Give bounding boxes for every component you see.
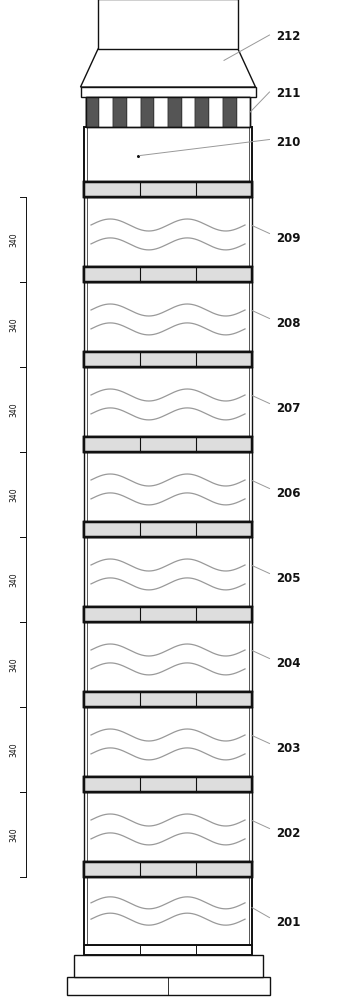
Bar — [84, 353, 140, 366]
Bar — [66, 977, 270, 995]
Text: 210: 210 — [276, 136, 301, 149]
Bar — [113, 97, 127, 127]
Bar — [84, 693, 140, 706]
Text: 209: 209 — [276, 232, 301, 245]
Bar — [74, 955, 262, 977]
Text: 340: 340 — [9, 572, 18, 587]
Text: 340: 340 — [9, 402, 18, 417]
Bar — [84, 282, 252, 352]
Bar — [84, 945, 252, 955]
Bar — [86, 97, 250, 127]
Bar — [140, 863, 196, 876]
Bar — [237, 97, 250, 127]
Text: 340: 340 — [9, 317, 18, 332]
Bar — [84, 778, 140, 791]
Bar — [84, 877, 252, 945]
Bar — [84, 452, 252, 522]
Text: 340: 340 — [9, 657, 18, 672]
Bar — [84, 792, 252, 862]
Bar — [84, 862, 252, 877]
Bar — [196, 268, 252, 281]
Bar — [140, 608, 196, 621]
Text: 340: 340 — [9, 742, 18, 757]
Text: 208: 208 — [276, 317, 301, 330]
Bar — [84, 692, 252, 707]
Bar — [84, 367, 252, 437]
Bar — [223, 97, 237, 127]
Bar — [140, 183, 196, 196]
Bar — [84, 537, 252, 607]
Bar — [84, 268, 140, 281]
Bar — [84, 607, 252, 622]
Bar — [80, 87, 256, 97]
Bar — [84, 608, 140, 621]
Bar — [84, 522, 252, 537]
Bar — [196, 693, 252, 706]
Text: 204: 204 — [276, 657, 301, 670]
Text: 207: 207 — [276, 402, 301, 415]
Bar — [140, 268, 196, 281]
Bar — [196, 523, 252, 536]
Text: 340: 340 — [9, 827, 18, 842]
Text: 201: 201 — [276, 916, 301, 929]
Bar — [168, 97, 182, 127]
Bar — [84, 707, 252, 777]
Text: 212: 212 — [276, 30, 301, 43]
Bar — [84, 438, 140, 451]
Bar — [196, 778, 252, 791]
Bar — [154, 97, 168, 127]
Polygon shape — [80, 49, 256, 87]
Bar — [196, 353, 252, 366]
Bar — [141, 97, 154, 127]
Text: 340: 340 — [9, 232, 18, 247]
Text: 211: 211 — [276, 87, 301, 100]
Text: 202: 202 — [276, 827, 301, 840]
Bar — [196, 608, 252, 621]
Bar — [84, 523, 140, 536]
Bar — [84, 352, 252, 367]
Bar — [84, 777, 252, 792]
Bar — [140, 353, 196, 366]
Bar — [84, 183, 140, 196]
Text: 206: 206 — [276, 487, 301, 500]
Bar — [99, 97, 113, 127]
Bar — [196, 183, 252, 196]
Bar — [84, 182, 252, 197]
Bar — [84, 862, 252, 877]
Bar — [196, 438, 252, 451]
Bar — [140, 693, 196, 706]
Bar — [84, 197, 252, 267]
Bar — [84, 437, 252, 452]
Bar — [140, 523, 196, 536]
Bar — [84, 622, 252, 692]
Bar — [196, 863, 252, 876]
Bar — [84, 437, 252, 452]
Bar — [182, 97, 195, 127]
Bar — [127, 97, 141, 127]
Bar — [140, 438, 196, 451]
Text: 205: 205 — [276, 572, 301, 585]
Bar — [84, 692, 252, 707]
Bar — [84, 777, 252, 792]
Text: 203: 203 — [276, 742, 301, 755]
Bar — [84, 267, 252, 282]
Bar — [84, 863, 140, 876]
Bar — [209, 97, 223, 127]
Bar — [98, 0, 238, 49]
Bar — [84, 607, 252, 622]
Bar — [84, 182, 252, 197]
Bar — [86, 97, 99, 127]
Bar — [140, 778, 196, 791]
Text: 340: 340 — [9, 487, 18, 502]
Bar — [84, 352, 252, 367]
Bar — [86, 97, 250, 127]
Bar — [195, 97, 209, 127]
Bar — [84, 127, 252, 182]
Bar — [84, 522, 252, 537]
Bar — [84, 267, 252, 282]
